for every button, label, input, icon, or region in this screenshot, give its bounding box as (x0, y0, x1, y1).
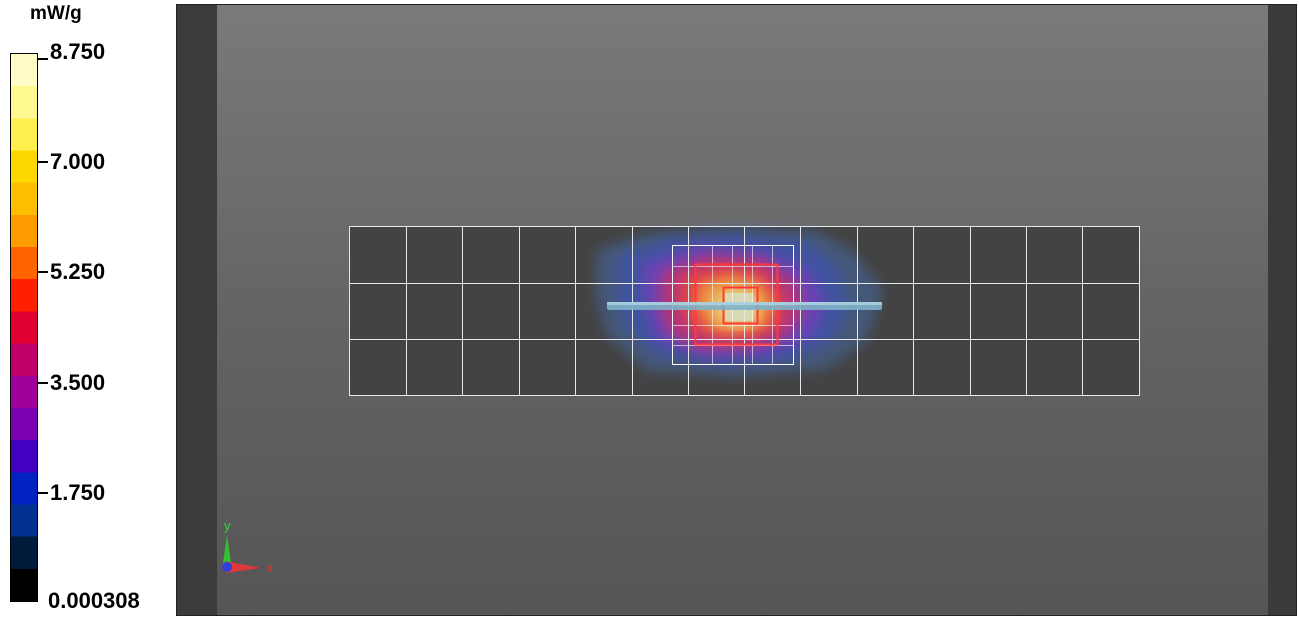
color-legend: mW/g 8.750 7.000 5.250 3.500 1.750 0.000… (0, 0, 176, 621)
axis-triad: y x (222, 518, 273, 575)
sar-scene: y x (222, 226, 1140, 575)
legend-label: 3.500 (50, 370, 106, 395)
legend-tick (38, 382, 48, 384)
legend-label: 7.000 (50, 149, 106, 174)
area-scan-grid (349, 226, 1140, 396)
viewport-right-border (1268, 5, 1296, 615)
legend-tick (38, 492, 48, 494)
y-axis-arrow (223, 535, 231, 563)
legend-unit: mW/g (30, 3, 82, 24)
legend-tick (38, 161, 48, 163)
dipole-rod-highlight (607, 302, 882, 305)
legend-tick (38, 58, 48, 60)
x-axis-arrow (225, 561, 261, 573)
viewport-left-border (177, 5, 217, 615)
legend-label: 1.750 (50, 480, 106, 505)
x-axis-label: x (266, 560, 273, 575)
legend-label: 5.250 (50, 259, 106, 284)
3d-viewport[interactable]: y x (176, 4, 1297, 616)
legend-label-min: 0.000308 (48, 588, 140, 613)
z-axis-dot (222, 562, 232, 572)
legend-label-max: 8.750 (50, 39, 106, 64)
color-scale-bar (10, 53, 38, 602)
y-axis-label: y (224, 518, 231, 533)
legend-tick (38, 271, 48, 273)
